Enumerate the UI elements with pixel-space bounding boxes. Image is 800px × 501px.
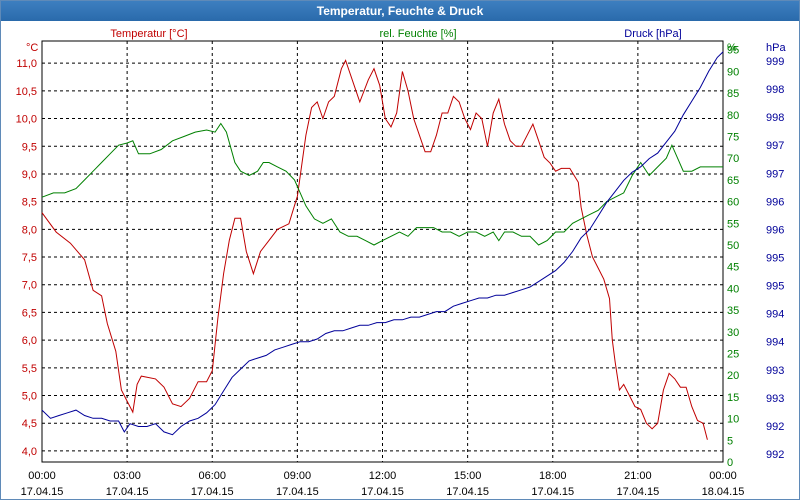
humidity-tick-label: 5 bbox=[727, 435, 733, 447]
x-tick-date: 17.04.15 bbox=[21, 486, 64, 498]
humidity-tick-label: 70 bbox=[727, 153, 739, 165]
pressure-unit-label: hPa bbox=[766, 42, 786, 54]
x-tick-time: 06:00 bbox=[198, 470, 226, 482]
temperature-tick-label: 4,0 bbox=[22, 446, 37, 458]
humidity-tick-label: 10 bbox=[727, 414, 739, 426]
temperature-unit-label: °C bbox=[26, 42, 38, 54]
pressure-tick-label: 993 bbox=[766, 393, 784, 405]
window-title: Temperatur, Feuchte & Druck bbox=[1, 1, 799, 21]
pressure-tick-label: 999 bbox=[766, 56, 784, 68]
x-tick-date: 17.04.15 bbox=[191, 486, 234, 498]
pressure-tick-label: 995 bbox=[766, 253, 784, 265]
x-tick-time: 00:00 bbox=[709, 470, 737, 482]
humidity-tick-label: 85 bbox=[727, 88, 739, 100]
x-tick-time: 12:00 bbox=[369, 470, 397, 482]
temperature-tick-label: 5,0 bbox=[22, 391, 37, 403]
humidity-tick-label: 50 bbox=[727, 240, 739, 252]
temperature-tick-label: 8,5 bbox=[22, 197, 37, 209]
x-tick-time: 18:00 bbox=[539, 470, 567, 482]
temperature-tick-label: 10,5 bbox=[16, 86, 37, 98]
humidity-tick-label: 15 bbox=[727, 392, 739, 404]
temperature-tick-label: 11,0 bbox=[16, 58, 37, 70]
humidity-tick-label: 30 bbox=[727, 327, 739, 339]
x-tick-time: 21:00 bbox=[624, 470, 652, 482]
temperature-series-line bbox=[41, 59, 708, 440]
temperature-tick-label: 10,0 bbox=[16, 114, 37, 126]
humidity-tick-label: 40 bbox=[727, 283, 739, 295]
temperature-tick-label: 5,5 bbox=[22, 363, 37, 375]
humidity-tick-label: 0 bbox=[727, 457, 733, 469]
temperature-tick-label: 7,0 bbox=[22, 280, 37, 292]
x-tick-time: 09:00 bbox=[284, 470, 312, 482]
pressure-tick-label: 993 bbox=[766, 365, 784, 377]
x-tick-date: 17.04.15 bbox=[531, 486, 574, 498]
temperature-tick-label: 6,0 bbox=[22, 335, 37, 347]
temperature-tick-label: 9,0 bbox=[22, 169, 37, 181]
humidity-tick-label: 80 bbox=[727, 110, 739, 122]
temperature-axis-label: Temperatur [°C] bbox=[110, 28, 187, 40]
pressure-tick-label: 997 bbox=[766, 168, 784, 180]
x-tick-date: 18.04.15 bbox=[702, 486, 745, 498]
temperature-tick-label: 8,0 bbox=[22, 224, 37, 236]
humidity-axis-label: rel. Feuchte [%] bbox=[379, 28, 456, 40]
humidity-tick-label: 25 bbox=[727, 348, 739, 360]
humidity-tick-label: 55 bbox=[727, 218, 739, 230]
pressure-tick-label: 994 bbox=[766, 337, 784, 349]
pressure-tick-label: 996 bbox=[766, 196, 784, 208]
pressure-series-line bbox=[41, 51, 724, 436]
humidity-tick-label: 75 bbox=[727, 131, 739, 143]
pressure-axis-label: Druck [hPa] bbox=[624, 28, 681, 40]
temperature-tick-label: 6,5 bbox=[22, 307, 37, 319]
humidity-tick-label: 90 bbox=[727, 66, 739, 78]
x-tick-date: 17.04.15 bbox=[616, 486, 659, 498]
humidity-tick-label: 20 bbox=[727, 370, 739, 382]
pressure-tick-label: 998 bbox=[766, 112, 784, 124]
pressure-tick-label: 995 bbox=[766, 281, 784, 293]
pressure-tick-label: 992 bbox=[766, 421, 784, 433]
temperature-tick-label: 7,5 bbox=[22, 252, 37, 264]
x-tick-time: 03:00 bbox=[113, 470, 141, 482]
x-tick-date: 17.04.15 bbox=[446, 486, 489, 498]
pressure-tick-label: 996 bbox=[766, 224, 784, 236]
humidity-unit-label: % bbox=[727, 42, 737, 54]
x-tick-time: 00:00 bbox=[28, 470, 56, 482]
humidity-tick-label: 95 bbox=[727, 45, 739, 57]
x-tick-date: 17.04.15 bbox=[361, 486, 404, 498]
temperature-tick-label: 9,5 bbox=[22, 141, 37, 153]
temperature-tick-label: 4,5 bbox=[22, 418, 37, 430]
humidity-tick-label: 35 bbox=[727, 305, 739, 317]
pressure-tick-label: 997 bbox=[766, 140, 784, 152]
pressure-tick-label: 998 bbox=[766, 84, 784, 96]
humidity-tick-label: 65 bbox=[727, 175, 739, 187]
humidity-series-line bbox=[41, 122, 723, 246]
pressure-tick-label: 994 bbox=[766, 309, 784, 321]
pressure-tick-label: 992 bbox=[766, 449, 784, 461]
x-tick-time: 15:00 bbox=[454, 470, 482, 482]
x-tick-date: 17.04.15 bbox=[276, 486, 319, 498]
humidity-tick-label: 45 bbox=[727, 262, 739, 274]
humidity-tick-label: 60 bbox=[727, 197, 739, 209]
x-tick-date: 17.04.15 bbox=[106, 486, 149, 498]
